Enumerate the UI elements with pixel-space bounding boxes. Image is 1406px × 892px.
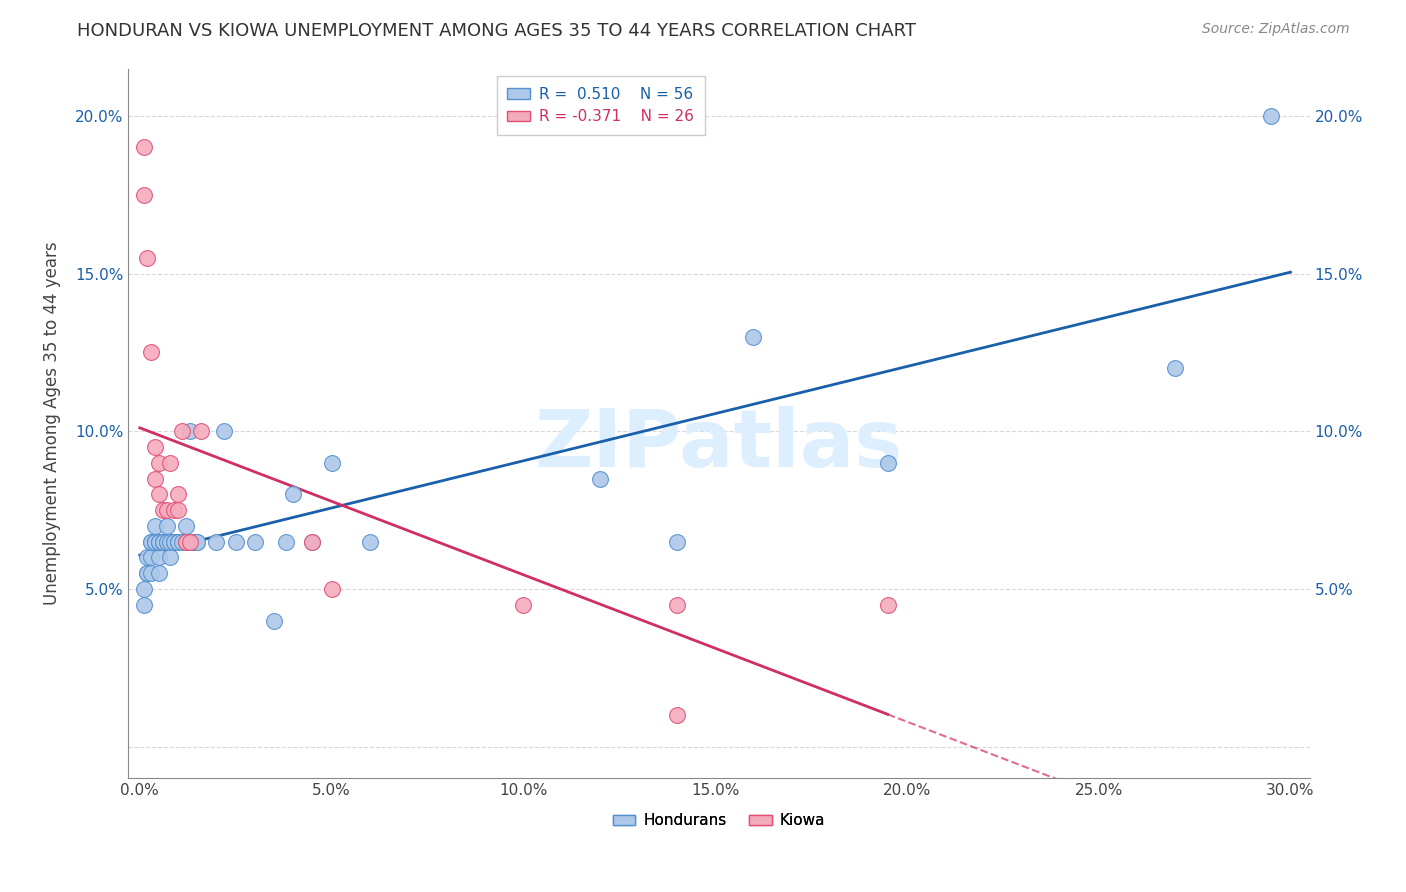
Point bbox=[148, 534, 170, 549]
Point bbox=[143, 472, 166, 486]
Point bbox=[148, 534, 170, 549]
Point bbox=[186, 534, 208, 549]
Point bbox=[1260, 109, 1282, 123]
Point bbox=[155, 534, 177, 549]
Point bbox=[225, 534, 247, 549]
Point bbox=[205, 534, 228, 549]
Point bbox=[167, 503, 190, 517]
Point bbox=[183, 534, 205, 549]
Text: ZIPatlas: ZIPatlas bbox=[534, 406, 903, 483]
Point bbox=[132, 187, 155, 202]
Text: HONDURAN VS KIOWA UNEMPLOYMENT AMONG AGES 35 TO 44 YEARS CORRELATION CHART: HONDURAN VS KIOWA UNEMPLOYMENT AMONG AGE… bbox=[77, 22, 917, 40]
Point bbox=[143, 440, 166, 454]
Point bbox=[301, 534, 323, 549]
Point bbox=[148, 534, 170, 549]
Point bbox=[167, 534, 190, 549]
Point bbox=[163, 534, 186, 549]
Point bbox=[301, 534, 323, 549]
Point bbox=[143, 534, 166, 549]
Point bbox=[190, 424, 212, 438]
Point bbox=[167, 487, 190, 501]
Point bbox=[148, 487, 170, 501]
Point bbox=[143, 519, 166, 533]
Point bbox=[174, 534, 197, 549]
Point bbox=[742, 329, 765, 343]
Point bbox=[179, 534, 201, 549]
Point bbox=[512, 598, 534, 612]
Point bbox=[136, 566, 159, 581]
Point bbox=[155, 534, 177, 549]
Point bbox=[321, 456, 343, 470]
Point bbox=[152, 503, 174, 517]
Point bbox=[136, 251, 159, 265]
Point bbox=[152, 534, 174, 549]
Point bbox=[179, 534, 201, 549]
Point bbox=[243, 534, 266, 549]
Point bbox=[876, 456, 898, 470]
Point bbox=[143, 534, 166, 549]
Point bbox=[665, 534, 688, 549]
Point bbox=[152, 534, 174, 549]
Point bbox=[359, 534, 381, 549]
Point bbox=[132, 582, 155, 596]
Y-axis label: Unemployment Among Ages 35 to 44 years: Unemployment Among Ages 35 to 44 years bbox=[44, 242, 60, 605]
Point bbox=[212, 424, 235, 438]
Point bbox=[136, 550, 159, 565]
Point bbox=[174, 534, 197, 549]
Point bbox=[163, 534, 186, 549]
Text: Source: ZipAtlas.com: Source: ZipAtlas.com bbox=[1202, 22, 1350, 37]
Point bbox=[148, 566, 170, 581]
Point bbox=[152, 534, 174, 549]
Point bbox=[141, 345, 163, 359]
Legend: Hondurans, Kiowa: Hondurans, Kiowa bbox=[606, 807, 831, 834]
Point bbox=[141, 566, 163, 581]
Point bbox=[155, 519, 177, 533]
Point bbox=[141, 550, 163, 565]
Point bbox=[174, 519, 197, 533]
Point bbox=[263, 614, 285, 628]
Point bbox=[159, 456, 181, 470]
Point bbox=[152, 534, 174, 549]
Point bbox=[167, 534, 190, 549]
Point bbox=[143, 534, 166, 549]
Point bbox=[132, 140, 155, 154]
Point bbox=[136, 566, 159, 581]
Point bbox=[589, 472, 612, 486]
Point bbox=[132, 598, 155, 612]
Point bbox=[186, 534, 208, 549]
Point bbox=[1164, 361, 1187, 376]
Point bbox=[141, 534, 163, 549]
Point bbox=[159, 550, 181, 565]
Point bbox=[170, 534, 193, 549]
Point bbox=[167, 534, 190, 549]
Point bbox=[148, 456, 170, 470]
Point bbox=[148, 550, 170, 565]
Point bbox=[665, 598, 688, 612]
Point bbox=[163, 503, 186, 517]
Point bbox=[141, 534, 163, 549]
Point bbox=[170, 424, 193, 438]
Point bbox=[665, 708, 688, 723]
Point bbox=[179, 424, 201, 438]
Point bbox=[155, 503, 177, 517]
Point bbox=[876, 598, 898, 612]
Point bbox=[159, 534, 181, 549]
Point bbox=[283, 487, 305, 501]
Point bbox=[274, 534, 297, 549]
Point bbox=[321, 582, 343, 596]
